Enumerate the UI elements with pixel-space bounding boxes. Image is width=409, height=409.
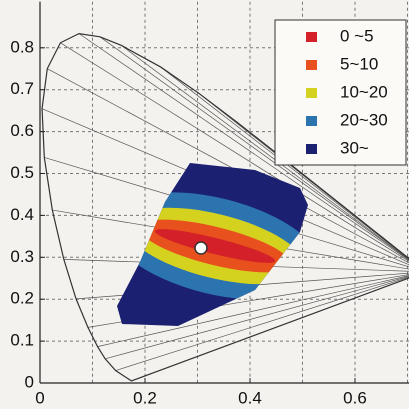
legend-label: 30~ [340,138,369,157]
center-point [194,241,208,255]
y-tick-label: 0 [25,372,34,391]
y-tick-label: 0.1 [10,331,34,350]
legend-label: 10~20 [340,82,388,101]
y-tick-label: 0.8 [10,37,34,56]
legend-swatch [306,60,317,70]
legend-box [274,19,407,166]
y-tick-label: 0.3 [10,247,34,266]
legend-label: 20~30 [340,110,388,129]
y-tick-label: 0.2 [10,289,34,308]
legend-swatch [306,32,317,42]
region [154,229,276,263]
legend-swatch [306,116,317,126]
x-tick-label: 0.2 [133,388,157,407]
legend-swatch [306,88,317,98]
iso-line [105,276,409,360]
x-tick-label: 0.4 [238,388,262,407]
y-tick-label: 0.6 [10,121,34,140]
y-tick-label: 0.7 [10,79,34,98]
iso-line [115,276,409,371]
legend-label: 0 ~5 [340,26,374,45]
iso-line [78,33,409,261]
x-tick-label: 0.6 [343,388,367,407]
spectral-locus [41,33,409,382]
legend-swatch [306,144,317,154]
iso-line [160,66,409,260]
legend-label: 5~10 [340,54,378,73]
iso-line [60,42,409,262]
x-tick-label: 0 [35,388,44,407]
y-tick-label: 0.4 [10,205,34,224]
y-tick-label: 0.5 [10,163,34,182]
iso-line [121,45,409,260]
iso-line [99,36,409,261]
iso-line [97,275,409,347]
tolerance-regions [117,163,308,326]
